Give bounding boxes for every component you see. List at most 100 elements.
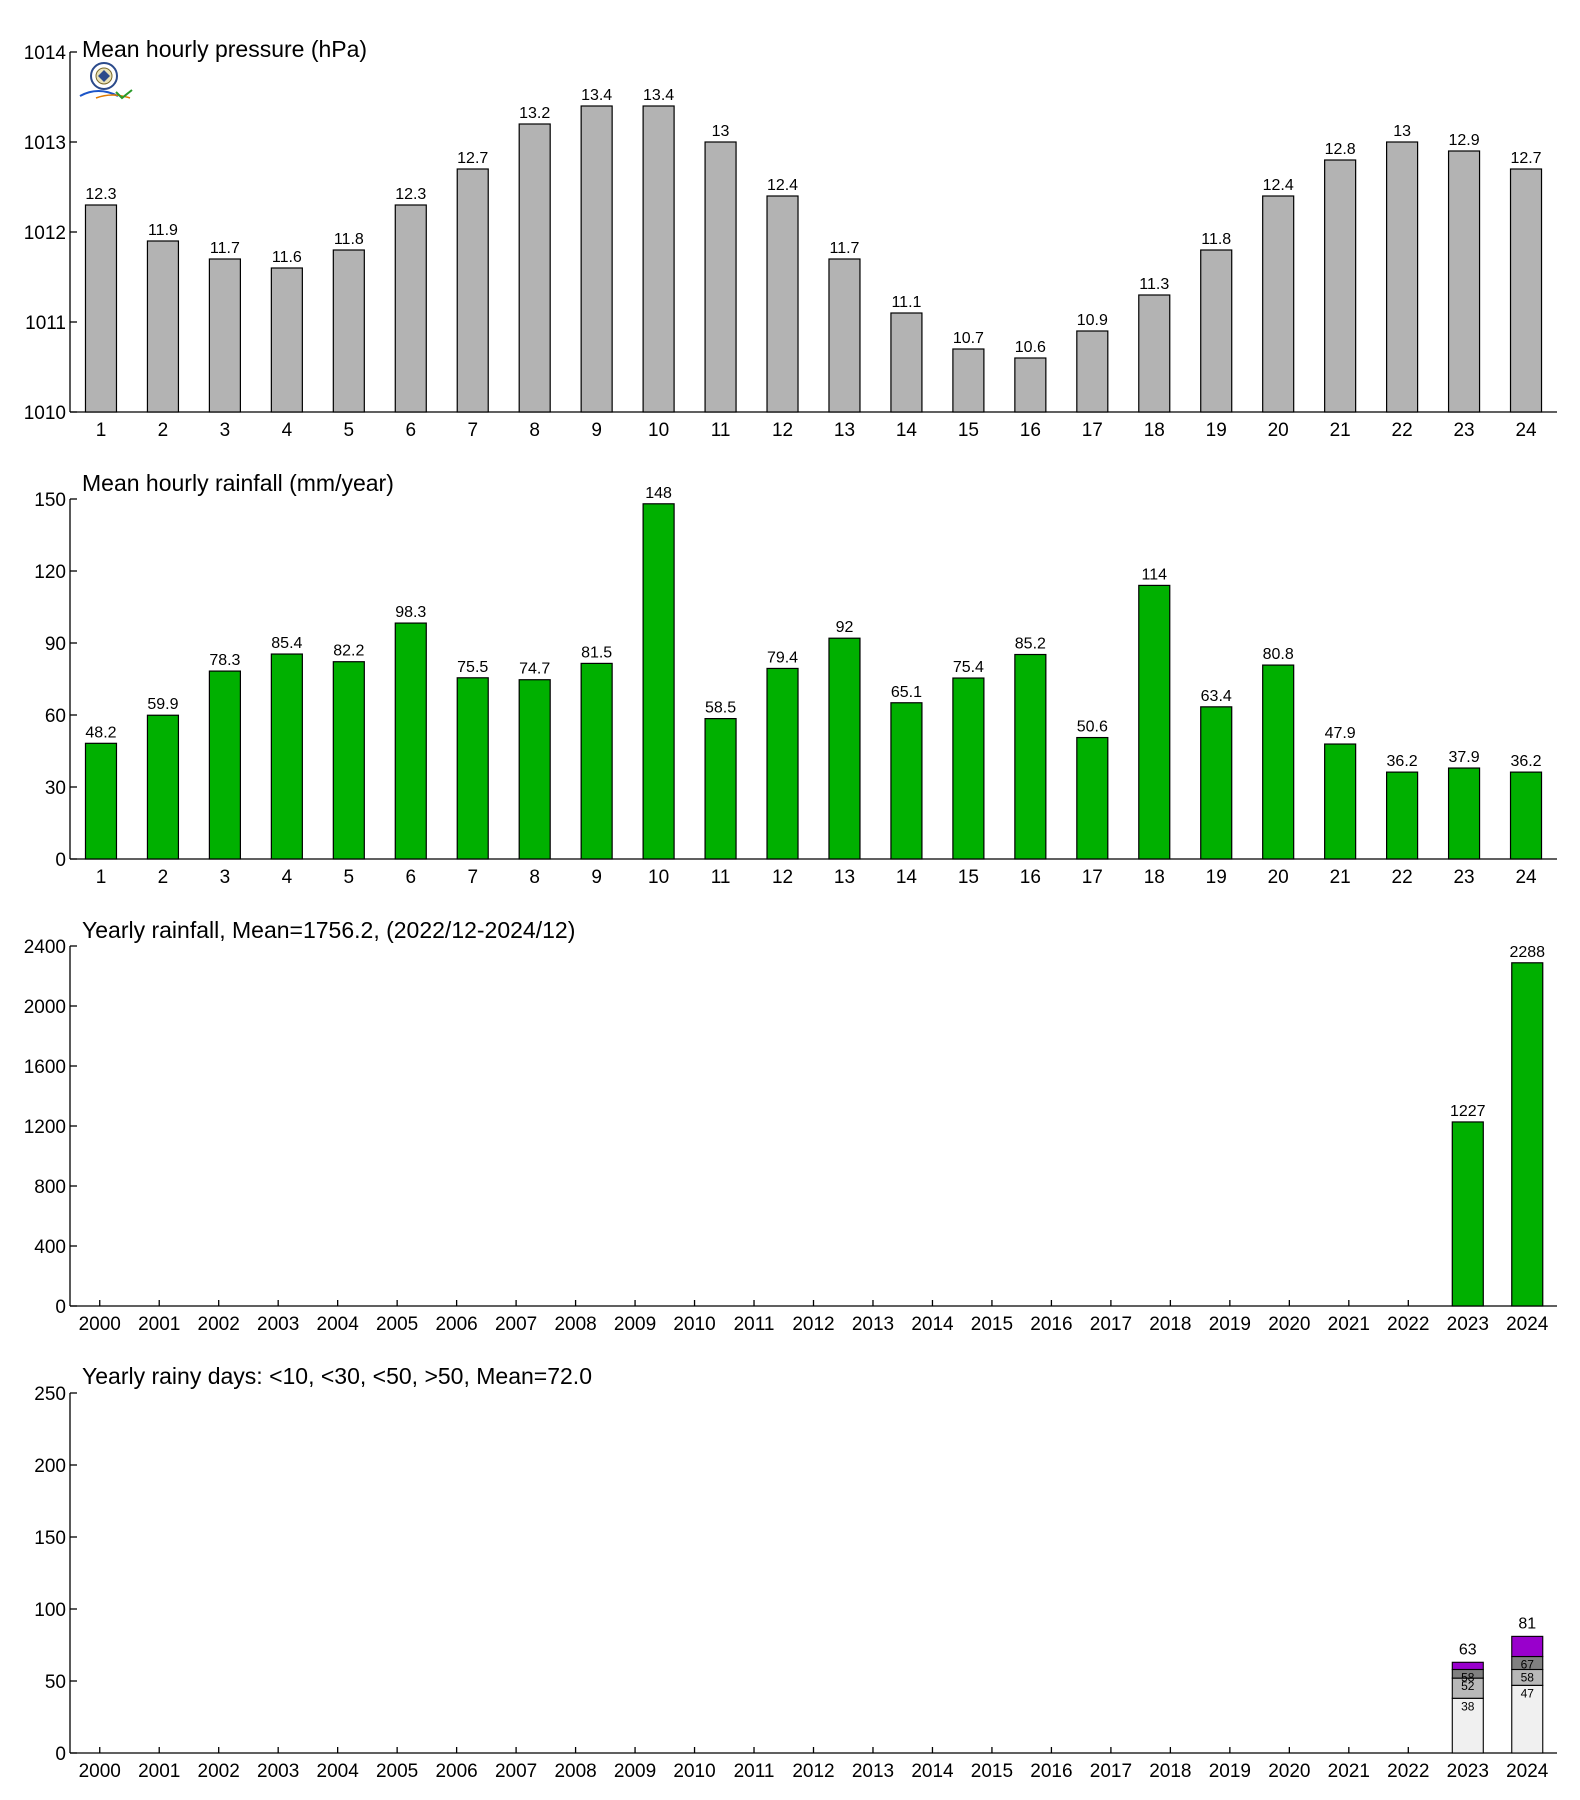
x-tick-label: 2024 <box>1506 1761 1549 1782</box>
bar <box>1447 767 1481 860</box>
x-tick-label: 2013 <box>852 1761 894 1782</box>
x-tick-label: 2019 <box>1209 1761 1251 1782</box>
bar <box>580 662 613 860</box>
data-label: 11.8 <box>334 231 364 248</box>
x-tick-label: 19 <box>1206 420 1227 441</box>
x-tick-label: 16 <box>1020 420 1041 441</box>
bar <box>1014 357 1047 413</box>
bar <box>890 312 923 413</box>
x-tick-label: 4 <box>282 867 293 888</box>
data-label: 11.7 <box>830 240 860 257</box>
x-tick-label: 2023 <box>1447 1761 1489 1782</box>
data-label: 10.6 <box>1015 339 1046 356</box>
bar <box>84 204 118 413</box>
data-label: 11.8 <box>1201 231 1231 248</box>
pressure-title: Mean hourly pressure (hPa) <box>82 36 367 62</box>
x-tick-label: 7 <box>467 420 478 441</box>
y-tick-label: 100 <box>34 1600 66 1621</box>
bar <box>766 667 799 860</box>
data-label: 36.2 <box>1387 753 1418 770</box>
bar <box>208 670 241 860</box>
x-tick-label: 2016 <box>1030 1761 1072 1782</box>
data-label: 37.9 <box>1448 749 1479 766</box>
segment-label: 52 <box>1461 1679 1475 1693</box>
x-tick-label: 2020 <box>1268 1761 1310 1782</box>
bar <box>1076 736 1109 860</box>
x-tick-label: 2003 <box>257 1314 299 1335</box>
rainfall-hourly-panel: Mean hourly rainfall (mm/year) 030609012… <box>34 470 1557 888</box>
data-label: 13 <box>712 123 730 140</box>
x-tick-label: 9 <box>591 420 602 441</box>
x-tick-label: 6 <box>405 420 416 441</box>
segment-label: 47 <box>1521 1686 1535 1700</box>
logo-icon <box>79 62 133 100</box>
bar <box>580 105 613 413</box>
x-tick-label: 2003 <box>257 1761 299 1782</box>
x-tick-label: 2001 <box>138 1314 180 1335</box>
bar <box>518 679 551 860</box>
x-tick-label: 24 <box>1515 867 1537 888</box>
bar <box>828 258 861 413</box>
x-tick-label: 2019 <box>1209 1314 1251 1335</box>
x-tick-label: 16 <box>1020 867 1041 888</box>
y-tick-label: 2400 <box>24 937 66 958</box>
x-tick-label: 3 <box>220 420 231 441</box>
x-tick-label: 21 <box>1330 867 1351 888</box>
x-tick-label: 20 <box>1268 867 1289 888</box>
bar <box>1076 330 1109 413</box>
y-tick-label: 1200 <box>24 1117 66 1138</box>
y-tick-label: 150 <box>34 1528 66 1549</box>
x-tick-label: 5 <box>344 420 355 441</box>
data-label: 63.4 <box>1201 688 1232 705</box>
stack-segment <box>1511 1635 1544 1658</box>
bar <box>1138 584 1171 860</box>
data-label: 47.9 <box>1325 725 1356 742</box>
y-tick-label: 200 <box>34 1456 66 1477</box>
x-tick-label: 2 <box>158 867 169 888</box>
x-tick-label: 2013 <box>852 1314 894 1335</box>
x-tick-label: 18 <box>1144 867 1165 888</box>
x-tick-label: 15 <box>958 420 979 441</box>
x-tick-label: 17 <box>1082 420 1103 441</box>
data-label: 48.2 <box>85 724 116 741</box>
x-tick-label: 2021 <box>1328 1761 1370 1782</box>
rainfall-hourly-title: Mean hourly rainfall (mm/year) <box>82 470 394 496</box>
x-tick-label: 7 <box>467 867 478 888</box>
bar <box>1451 1121 1484 1307</box>
total-label: 63 <box>1459 1641 1477 1658</box>
x-tick-label: 12 <box>772 420 793 441</box>
segment-label: 67 <box>1521 1658 1535 1672</box>
x-tick-label: 2021 <box>1328 1314 1370 1335</box>
bar <box>394 622 427 860</box>
bar <box>1509 771 1543 860</box>
data-label: 12.4 <box>1263 177 1294 194</box>
data-label: 85.2 <box>1015 636 1046 653</box>
bar <box>332 249 365 413</box>
bar <box>1262 664 1295 860</box>
data-label: 80.8 <box>1263 646 1294 663</box>
x-tick-label: 2012 <box>792 1314 834 1335</box>
y-tick-label: 1011 <box>25 313 66 334</box>
x-tick-label: 2 <box>158 420 169 441</box>
y-tick-label: 1600 <box>24 1057 66 1078</box>
y-tick-label: 1010 <box>24 403 66 424</box>
x-tick-label: 2014 <box>911 1761 954 1782</box>
data-label: 11.3 <box>1139 276 1169 293</box>
rainy-days-panel: Yearly rainy days: <10, <30, <50, >50, M… <box>34 1363 1557 1782</box>
segment-label: 58 <box>1461 1670 1475 1684</box>
bar <box>518 123 551 413</box>
x-tick-label: 23 <box>1453 420 1474 441</box>
x-tick-label: 2016 <box>1030 1314 1072 1335</box>
x-tick-label: 3 <box>220 867 231 888</box>
bar <box>146 240 180 413</box>
x-tick-label: 20 <box>1268 420 1289 441</box>
y-tick-label: 90 <box>45 634 66 655</box>
x-tick-label: 2011 <box>734 1314 775 1335</box>
data-label: 81.5 <box>581 644 612 661</box>
x-tick-label: 10 <box>648 867 669 888</box>
y-tick-label: 800 <box>34 1177 66 1198</box>
y-tick-label: 250 <box>34 1384 66 1405</box>
x-tick-label: 8 <box>529 867 540 888</box>
bar <box>146 714 180 860</box>
bar <box>456 168 489 413</box>
